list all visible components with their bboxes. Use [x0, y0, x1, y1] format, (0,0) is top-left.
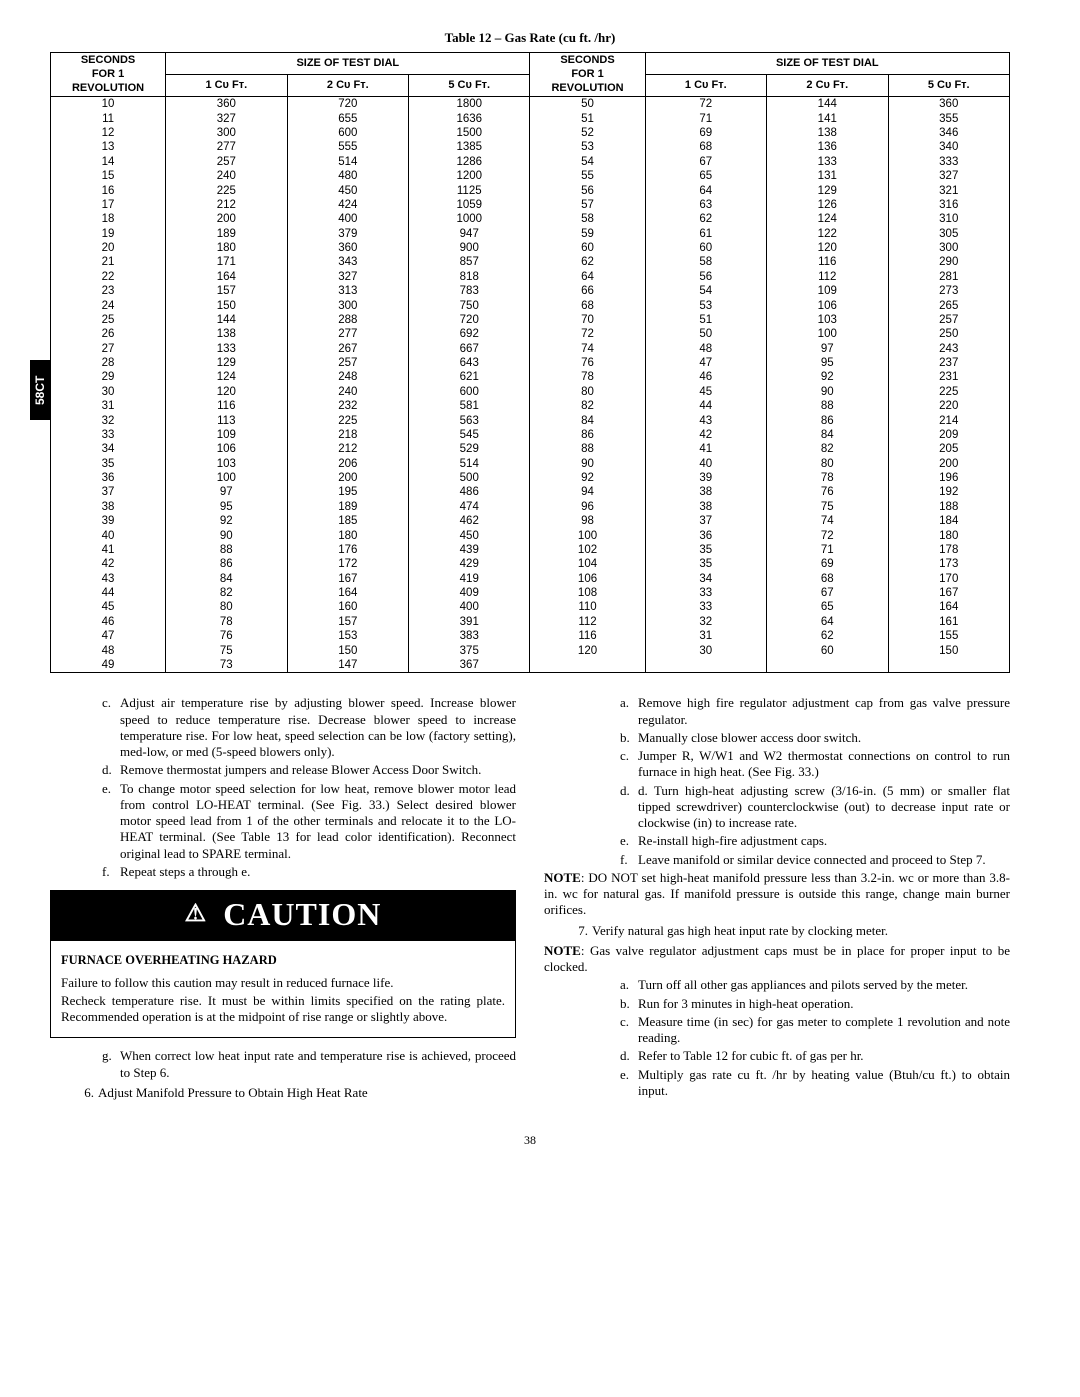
page-number: 38 [50, 1133, 1010, 1148]
body-item: c.Adjust air temperature rise by adjusti… [50, 695, 516, 760]
body-item: a.Turn off all other gas appliances and … [544, 977, 1010, 993]
body-item: b.Manually close blower access door swit… [544, 730, 1010, 746]
body-item: d.Refer to Table 12 for cubic ft. of gas… [544, 1048, 1010, 1064]
body-item: f.Leave manifold or similar device conne… [544, 852, 1010, 868]
warning-icon: ⚠ [185, 902, 208, 926]
gas-rate-table: SECONDSFOR 1REVOLUTIONSIZE OF TEST DIALS… [50, 52, 1010, 673]
body-item: 6.Adjust Manifold Pressure to Obtain Hig… [50, 1085, 516, 1101]
caution-body-2: Recheck temperature rise. It must be wit… [61, 993, 505, 1026]
caution-banner: ⚠ CAUTION [50, 890, 516, 940]
body-item: d.Remove thermostat jumpers and release … [50, 762, 516, 778]
body-item: e.Multiply gas rate cu ft. /hr by heatin… [544, 1067, 1010, 1100]
left-column: c.Adjust air temperature rise by adjusti… [50, 693, 516, 1105]
body-item: e.Re-install high-fire adjustment caps. [544, 833, 1010, 849]
table-title: Table 12 – Gas Rate (cu ft. /hr) [50, 30, 1010, 46]
body-item: f.Repeat steps a through e. [50, 864, 516, 880]
caution-body-1: Failure to follow this caution may resul… [61, 975, 505, 991]
body-item: e.To change motor speed selection for lo… [50, 781, 516, 862]
caution-box: FURNACE OVERHEATING HAZARD Failure to fo… [50, 940, 516, 1038]
caution-hazard-title: FURNACE OVERHEATING HAZARD [61, 953, 505, 969]
caution-label: CAUTION [223, 894, 381, 934]
body-item: 7.Verify natural gas high heat input rat… [544, 923, 1010, 939]
body-item: c.Jumper R, W/W1 and W2 thermostat conne… [544, 748, 1010, 781]
note-paragraph: NOTE: DO NOT set high-heat manifold pres… [544, 870, 1010, 919]
body-item: d.d. Turn high-heat adjusting screw (3/1… [544, 783, 1010, 832]
body-item: g.When correct low heat input rate and t… [50, 1048, 516, 1081]
body-item: a.Remove high fire regulator adjustment … [544, 695, 1010, 728]
side-tab-58ct: 58CT [30, 360, 50, 420]
note-paragraph: NOTE: Gas valve regulator adjustment cap… [544, 943, 1010, 976]
right-column: a.Remove high fire regulator adjustment … [544, 693, 1010, 1105]
body-item: b.Run for 3 minutes in high-heat operati… [544, 996, 1010, 1012]
body-item: c.Measure time (in sec) for gas meter to… [544, 1014, 1010, 1047]
